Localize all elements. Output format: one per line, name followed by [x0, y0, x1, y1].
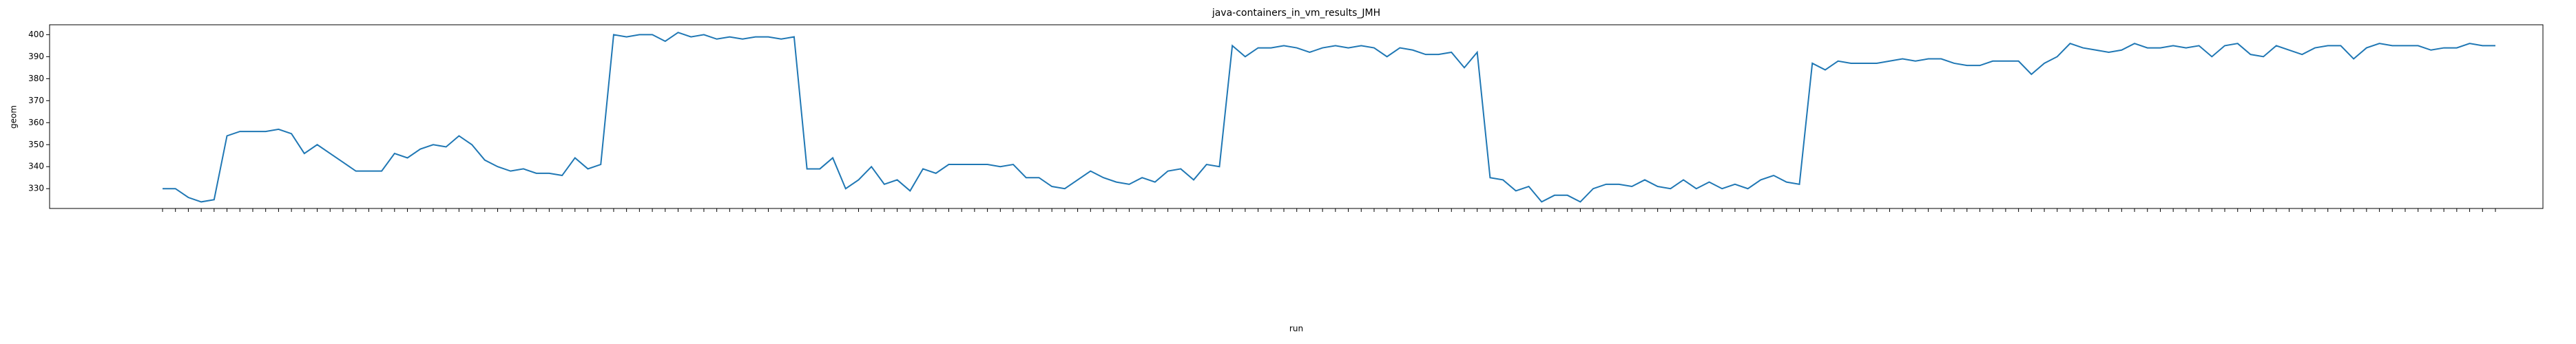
line-series [163, 32, 2495, 203]
y-tick-label: 340 [28, 162, 44, 171]
x-axis-label: run [1289, 324, 1303, 334]
y-tick-label: 380 [28, 74, 44, 83]
y-tick-label: 350 [28, 140, 44, 149]
plot-frame [49, 24, 2544, 209]
y-tick-label: 370 [28, 96, 44, 105]
y-tick-label: 360 [28, 118, 44, 127]
y-axis-label: geom [9, 105, 19, 129]
y-tick-label: 330 [28, 184, 44, 193]
y-tick-label: 390 [28, 52, 44, 61]
y-tick-label: 400 [28, 30, 44, 39]
chart-title: java-containers_in_vm_results_JMH [1212, 8, 1380, 19]
